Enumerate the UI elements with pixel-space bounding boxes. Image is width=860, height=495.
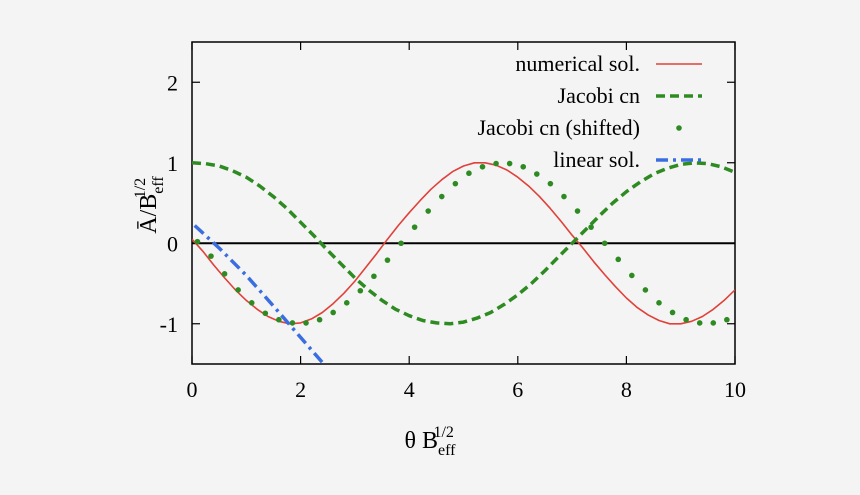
series-line xyxy=(193,224,324,364)
series-point xyxy=(493,160,499,167)
x-axis-label-sub: eff xyxy=(438,442,456,459)
legend-label: Jacobi cn (shifted) xyxy=(478,115,641,140)
x-tick-label: 4 xyxy=(404,377,415,402)
y-tick-label: -1 xyxy=(160,312,178,337)
series-point xyxy=(303,320,309,326)
plot-frame xyxy=(191,41,736,365)
x-tick-label: 0 xyxy=(187,377,198,402)
series-point xyxy=(601,240,608,247)
series-point xyxy=(656,300,662,306)
series-point xyxy=(642,287,649,293)
series-point xyxy=(371,273,377,280)
series-point xyxy=(208,253,214,259)
y-tick-label: 2 xyxy=(167,70,178,95)
series-point xyxy=(561,193,567,200)
x-axis-label-sup: 1/2 xyxy=(433,424,453,441)
series-point xyxy=(710,320,717,326)
series-point xyxy=(574,208,581,214)
x-axis-label-main: θ B xyxy=(405,428,439,454)
series-point xyxy=(534,171,540,177)
series-point xyxy=(357,287,364,294)
y-axis-label-sup: 1/2 xyxy=(132,178,149,198)
series-point xyxy=(248,300,255,306)
series-point xyxy=(384,257,391,263)
series-point xyxy=(330,309,336,316)
series-point xyxy=(547,180,554,187)
series-point xyxy=(425,208,432,214)
x-tick-label: 6 xyxy=(512,377,523,402)
y-axis-label-sub: eff xyxy=(150,176,167,194)
series-point xyxy=(683,316,689,323)
legend-label: linear sol. xyxy=(553,147,640,172)
legend-label: numerical sol. xyxy=(515,51,640,76)
x-axis-label: θ Beff1/2 xyxy=(405,424,457,459)
series-point xyxy=(629,272,635,279)
series-point xyxy=(221,271,228,277)
series-point xyxy=(669,309,676,316)
series-point xyxy=(615,256,622,263)
series-line xyxy=(192,162,735,325)
y-tick-label: 0 xyxy=(167,231,178,256)
series-line xyxy=(192,161,735,326)
series-point xyxy=(724,316,730,323)
x-tick-label: 10 xyxy=(724,377,746,402)
y-tick-label: 1 xyxy=(167,151,178,176)
series-point xyxy=(466,170,472,177)
series-point xyxy=(343,300,350,306)
series-point xyxy=(696,320,703,326)
x-tick-label: 2 xyxy=(295,377,306,402)
series-point xyxy=(235,287,241,293)
axis-ticks: 0 2 4 6 8 10 -1 0 1 2 xyxy=(160,42,746,402)
series-point xyxy=(452,180,459,187)
series-point xyxy=(289,320,296,326)
series-point xyxy=(398,240,404,247)
y-axis-label: Ā/Beff1/2 xyxy=(132,176,167,234)
legend: numerical sol. Jacobi cn Jacobi cn (shifte… xyxy=(478,51,702,172)
plot-area xyxy=(192,160,735,364)
series-point xyxy=(479,163,486,170)
series-point xyxy=(506,160,513,167)
series-point xyxy=(194,238,201,245)
series-point xyxy=(276,316,282,323)
y-axis-label-main: Ā/B xyxy=(136,194,162,234)
series-point xyxy=(588,224,594,230)
x-tick-label: 8 xyxy=(621,377,632,402)
series-point xyxy=(316,316,323,323)
legend-label: Jacobi cn xyxy=(558,83,640,108)
legend-swatch xyxy=(676,125,682,131)
series-point xyxy=(411,224,418,230)
series-point xyxy=(520,163,527,170)
series-point xyxy=(438,193,445,200)
series-point xyxy=(262,310,269,317)
